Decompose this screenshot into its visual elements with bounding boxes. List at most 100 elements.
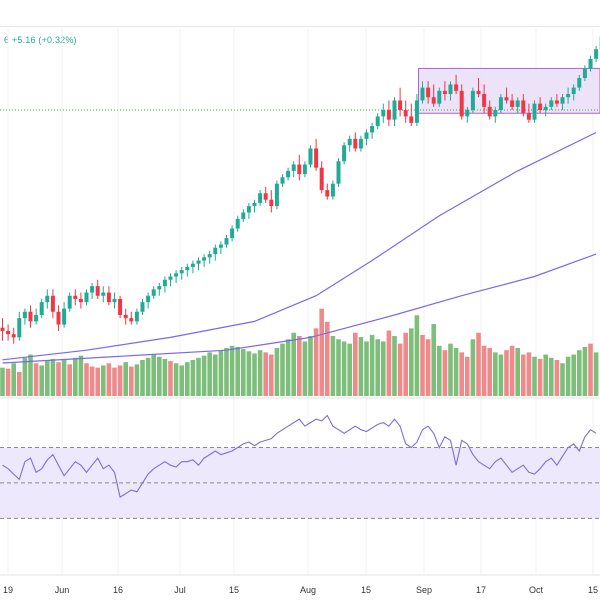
- volume-bar: [554, 360, 560, 396]
- candle-body: [95, 286, 100, 296]
- candle-body: [101, 292, 106, 296]
- candle-body: [319, 167, 324, 191]
- volume-bar: [386, 330, 392, 396]
- volume-bar: [241, 349, 246, 396]
- volume-bar: [173, 363, 179, 396]
- rsi-polyline: [2, 414, 597, 498]
- volume-bar: [532, 356, 537, 396]
- candle-body: [308, 148, 313, 165]
- candle-body: [420, 87, 425, 101]
- candle-body: [246, 206, 251, 213]
- volume-bar: [117, 365, 123, 396]
- volume-bar: [308, 336, 313, 396]
- volume-bar: [17, 372, 22, 396]
- candle-body: [482, 94, 487, 107]
- volume-bar: [50, 358, 56, 396]
- volume-bar: [565, 356, 571, 396]
- candle-body: [521, 100, 526, 114]
- volume-bar: [207, 352, 212, 396]
- volume-bar: [67, 364, 72, 396]
- volume-bar: [157, 356, 162, 396]
- candle-body: [582, 68, 587, 79]
- moving-averages: [2, 131, 597, 364]
- candle-body: [213, 247, 218, 255]
- candle-body: [381, 110, 386, 117]
- candle-body: [409, 116, 414, 123]
- candle-body: [179, 270, 184, 274]
- volume-bars: [0, 308, 599, 396]
- volume-bar: [364, 341, 369, 396]
- candle-body: [554, 100, 559, 104]
- candle-body: [594, 49, 599, 59]
- volume-bar: [185, 362, 190, 396]
- volume-bar: [577, 350, 582, 396]
- candle-body: [403, 110, 408, 117]
- candle-body: [34, 314, 39, 322]
- candle-body: [129, 318, 134, 322]
- volume-bar: [498, 354, 504, 396]
- volume-bar: [280, 343, 285, 396]
- volume-bar: [106, 363, 112, 396]
- volume-bar: [509, 345, 515, 396]
- volume-bar: [285, 339, 291, 396]
- volume-bar: [392, 336, 397, 396]
- volume-bar: [73, 357, 78, 396]
- candle-body: [353, 138, 358, 149]
- volume-bar: [465, 356, 470, 396]
- candle-body: [157, 286, 162, 290]
- volume-bar: [437, 345, 442, 396]
- volume-bar: [459, 352, 464, 396]
- candle-body: [263, 193, 268, 200]
- x-tick-label: Aug: [300, 585, 316, 595]
- price-change-readout: 6 +5.16 (+0.32%): [4, 35, 77, 45]
- volume-bar: [330, 336, 336, 396]
- volume-bar: [162, 358, 168, 396]
- candle-body: [370, 126, 375, 133]
- candle-body: [280, 177, 285, 184]
- volume-bar: [22, 357, 28, 396]
- volume-bar: [0, 367, 5, 396]
- volume-bar: [89, 366, 95, 396]
- volume-bar: [123, 362, 128, 396]
- candle-body: [168, 276, 173, 280]
- candle-body: [235, 218, 240, 229]
- volume-bar: [560, 363, 565, 396]
- volume-bar: [431, 324, 436, 396]
- volume-bar: [246, 351, 252, 396]
- volume-bar: [353, 332, 358, 396]
- candle-body: [515, 100, 520, 107]
- volume-bar: [476, 332, 481, 396]
- candle-body: [84, 292, 89, 303]
- volume-bar: [414, 315, 420, 396]
- candle-body: [302, 164, 307, 175]
- candle-body: [218, 244, 223, 248]
- x-tick-label: Oct: [529, 585, 544, 595]
- candle-body: [465, 110, 470, 117]
- candle-body: [426, 87, 431, 98]
- volume-bar: [297, 336, 302, 396]
- range-box[interactable]: [0, 67, 600, 114]
- volume-bar: [425, 339, 431, 396]
- candle-body: [454, 84, 459, 91]
- candle-body: [274, 183, 279, 207]
- candle-body: [504, 97, 509, 101]
- candle-body: [28, 311, 33, 322]
- x-tick-label: Sep: [416, 585, 432, 595]
- volume-bar: [134, 364, 140, 396]
- x-tick-label: 17: [476, 585, 486, 595]
- volume-bar: [453, 348, 459, 396]
- volume-bar: [325, 321, 330, 396]
- volume-bar: [45, 361, 50, 396]
- candle-body: [22, 311, 27, 319]
- candle-body: [336, 161, 341, 184]
- candle-body: [50, 295, 55, 312]
- volume-bar: [269, 354, 274, 396]
- volume-bar: [145, 357, 151, 396]
- volume-bar: [213, 354, 218, 396]
- candle-body: [325, 190, 330, 197]
- candle-body: [543, 106, 548, 111]
- candle-body: [230, 228, 235, 239]
- candle-body: [526, 113, 531, 120]
- volume-bar: [470, 339, 476, 396]
